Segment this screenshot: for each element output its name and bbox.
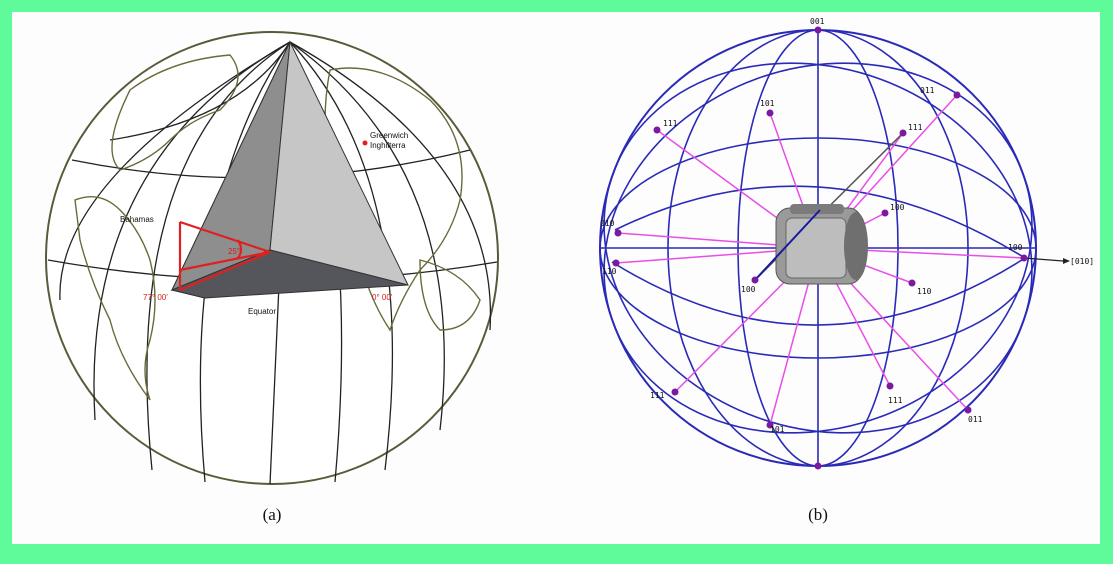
pole-label-101-top: 101 <box>760 99 775 108</box>
sphere-b: 001 101 011 111 111 010 100 100 110 100 … <box>599 17 1094 470</box>
crystal <box>754 204 868 285</box>
pole-label-111-top-left: 111 <box>663 119 678 128</box>
latitude-construction <box>178 220 271 292</box>
axis-label-010: [010] <box>1070 257 1094 266</box>
pole-label-101-bottom: 101 <box>770 425 785 434</box>
axis-arrow <box>1023 257 1064 262</box>
greenwich-label-2: Inghilterra <box>370 141 406 150</box>
pole-points <box>612 26 1028 470</box>
pole-label-100-far-right: 100 <box>1008 243 1023 252</box>
pole-label-010-left: 010 <box>600 219 615 228</box>
pole-label-001-top: 001 <box>810 17 825 26</box>
caption-a: (a) <box>262 505 282 524</box>
pole-label-110-left: 110 <box>602 267 617 276</box>
pole-label-011-top: 011 <box>920 86 935 95</box>
pole-label-111-bottom-right: 111 <box>888 396 903 405</box>
pole-label-100-right: 100 <box>890 203 905 212</box>
pole-label-111-top-right: 111 <box>908 123 923 132</box>
lon-right-label: 0° 00' <box>372 293 393 302</box>
greenwich-label-1: Greenwich <box>370 131 408 140</box>
pole-label-100-center: 100 <box>741 285 756 294</box>
caption-b: (b) <box>808 505 828 524</box>
pole-label-110-right: 110 <box>917 287 932 296</box>
pole-label-111-bottom-left: 111 <box>650 391 665 400</box>
lon-left-label: 77° 00' <box>143 293 168 302</box>
globe-a: Greenwich Inghilterra Bahamas 25° Equato… <box>45 31 499 485</box>
pole-label-011-bottom: 011 <box>968 415 983 424</box>
bahamas-label: Bahamas <box>120 215 154 224</box>
equator-label: Equator <box>248 307 276 316</box>
angle-label: 25° <box>228 247 240 256</box>
